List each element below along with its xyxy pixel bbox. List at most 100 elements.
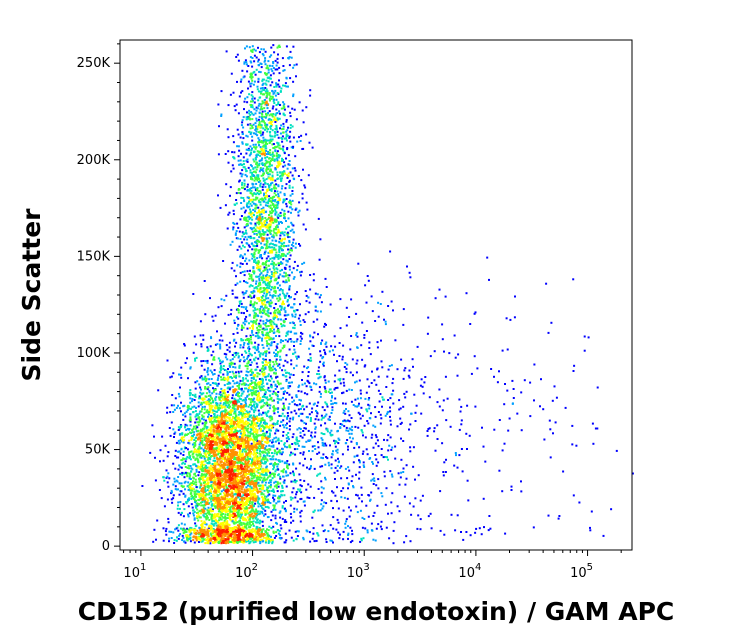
event-dot <box>202 479 205 482</box>
event-dot <box>231 417 234 420</box>
event-dot <box>199 509 202 512</box>
event-dot <box>211 446 214 449</box>
event-dot <box>221 453 223 455</box>
event-dot <box>237 481 240 484</box>
event-dot <box>277 497 280 500</box>
event-dot <box>188 428 190 431</box>
event-dot <box>206 346 209 349</box>
event-dot <box>226 459 229 462</box>
event-dot <box>224 513 227 516</box>
event-dot <box>241 434 244 437</box>
event-dot <box>192 539 195 541</box>
event-dot <box>201 397 204 400</box>
event-dot <box>221 378 224 381</box>
event-dot <box>238 451 241 454</box>
event-dot <box>230 400 233 403</box>
event-dot <box>258 399 261 402</box>
event-dot <box>215 520 218 522</box>
event-dot <box>223 530 226 533</box>
event-dot <box>253 446 255 448</box>
event-dot <box>192 535 195 538</box>
event-dot <box>232 502 235 505</box>
event-dot <box>259 445 262 448</box>
event-dot <box>183 540 186 543</box>
event-dot <box>219 492 222 495</box>
event-dot <box>279 477 282 480</box>
event-dot <box>253 400 256 403</box>
event-dot <box>242 533 245 536</box>
event-dot <box>202 392 205 395</box>
event-dot <box>261 512 264 515</box>
event-dot <box>204 534 207 536</box>
event-dot <box>234 501 237 504</box>
event-dot <box>183 462 186 465</box>
event-dot <box>171 394 174 396</box>
event-dot <box>186 472 189 474</box>
event-dot <box>203 515 206 518</box>
event-dot <box>189 474 192 477</box>
event-dot <box>229 376 232 378</box>
event-dot <box>207 470 210 473</box>
event-dot <box>224 322 226 325</box>
event-dot <box>226 520 229 523</box>
event-dot <box>240 488 243 491</box>
event-dot <box>217 484 220 487</box>
event-dot <box>273 452 276 455</box>
event-dot <box>200 460 203 463</box>
event-dot <box>223 521 226 524</box>
event-dot <box>201 422 204 425</box>
event-dot <box>242 427 245 430</box>
event-dot <box>257 260 260 263</box>
event-dot <box>257 419 260 422</box>
event-dot <box>210 533 213 536</box>
event-dot <box>185 501 188 504</box>
event-dot <box>265 539 268 542</box>
event-dot <box>262 379 264 382</box>
event-dot <box>219 535 222 538</box>
event-dot <box>269 481 272 484</box>
event-dot <box>249 516 252 519</box>
event-dot <box>151 424 154 427</box>
event-dot <box>255 536 258 539</box>
event-dot <box>247 431 250 434</box>
event-dot <box>249 327 251 330</box>
event-dot <box>230 430 233 432</box>
event-dot <box>208 519 211 521</box>
event-dot <box>196 512 199 514</box>
event-dot <box>193 335 196 338</box>
event-dot <box>220 531 223 534</box>
event-dot <box>243 480 246 483</box>
event-dot <box>228 364 231 367</box>
event-dot <box>260 380 262 383</box>
event-dot <box>231 431 234 434</box>
event-dot <box>170 498 173 501</box>
event-dot <box>219 510 222 513</box>
event-dot <box>289 130 292 133</box>
event-dot <box>235 423 238 426</box>
event-dot <box>245 540 248 543</box>
event-dot <box>193 405 196 408</box>
event-dot <box>222 392 225 395</box>
event-dot <box>194 421 197 424</box>
event-dot <box>212 459 215 462</box>
event-dot <box>274 372 277 375</box>
event-dot <box>228 527 231 530</box>
event-dot <box>250 465 253 468</box>
event-dot <box>210 472 213 474</box>
event-dot <box>218 393 221 396</box>
event-dot <box>259 484 262 487</box>
event-dot <box>221 415 223 418</box>
event-dot <box>250 513 253 516</box>
event-dot <box>220 490 223 493</box>
event-dot <box>225 445 228 448</box>
event-dot <box>204 447 207 450</box>
event-dot <box>324 442 327 445</box>
event-dot <box>219 482 222 485</box>
event-dot <box>226 502 229 505</box>
event-dot <box>221 361 223 364</box>
event-dot <box>205 497 208 500</box>
event-dot <box>236 489 239 492</box>
event-dot <box>212 437 215 440</box>
event-dot <box>246 362 249 365</box>
event-dot <box>283 442 286 445</box>
